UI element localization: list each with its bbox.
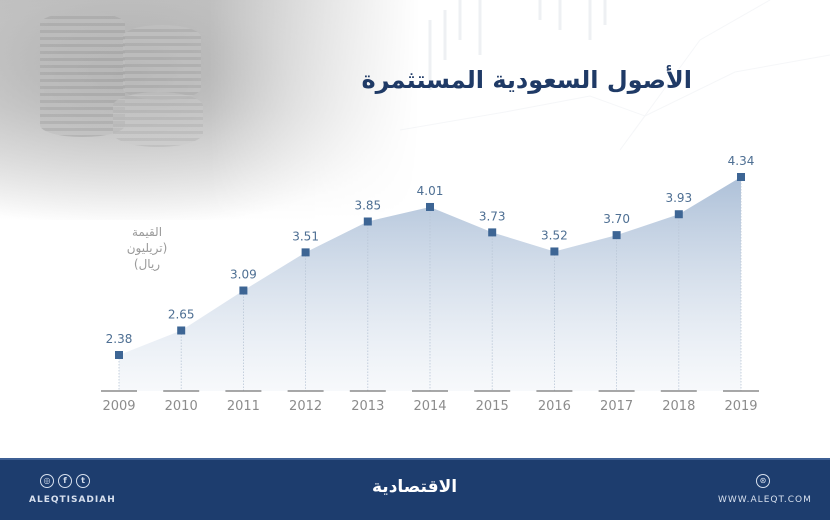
x-tick-label: 2017 xyxy=(600,399,633,414)
y-axis-unit-label: القيمة (تريليون ريال) xyxy=(112,224,182,272)
coin-stack-decoration xyxy=(40,12,125,137)
unit-label: القيمة xyxy=(131,225,163,239)
data-point-marker xyxy=(177,326,186,335)
data-value-label: 3.73 xyxy=(479,209,506,223)
x-tick-label: 2009 xyxy=(102,399,135,414)
website-link[interactable]: WWW.ALEQT.COM xyxy=(718,495,812,505)
brand-logo: الاقتصادية xyxy=(372,477,458,497)
unit-sublabel: (تريليون ريال) xyxy=(126,241,168,271)
instagram-icon[interactable]: ◎ xyxy=(40,474,54,488)
data-value-label: 3.93 xyxy=(665,191,692,205)
social-icons: ◎ f t xyxy=(40,474,90,488)
coin-stack-decoration xyxy=(113,92,203,147)
x-tick-label: 2019 xyxy=(724,399,757,414)
data-value-label: 3.51 xyxy=(292,229,319,243)
facebook-icon[interactable]: f xyxy=(58,474,72,488)
globe-icon: ⊛ xyxy=(756,474,770,488)
x-tick-label: 2018 xyxy=(662,399,695,414)
x-tick-label: 2014 xyxy=(413,399,446,414)
data-point-marker xyxy=(363,217,372,226)
x-tick-label: 2013 xyxy=(351,399,384,414)
data-point-marker xyxy=(239,286,248,295)
area-fill xyxy=(119,177,741,391)
data-value-label: 3.52 xyxy=(541,228,568,242)
data-point-marker xyxy=(115,351,123,359)
footer-bar: ◎ f t ALEQTISADIAH الاقتصادية ⊛ WWW.ALEQ… xyxy=(0,458,830,520)
data-point-marker xyxy=(612,231,621,240)
chart-title: الأصول السعودية المستثمرة xyxy=(361,66,692,94)
data-value-label: 4.34 xyxy=(728,154,755,168)
data-value-label: 3.85 xyxy=(354,199,381,213)
x-tick-label: 2015 xyxy=(476,399,509,414)
data-point-marker xyxy=(488,228,497,237)
data-point-marker xyxy=(301,248,310,257)
data-value-label: 2.65 xyxy=(168,307,195,321)
data-value-label: 2.38 xyxy=(106,332,133,346)
x-tick-label: 2010 xyxy=(165,399,198,414)
social-handle: ALEQTISADIAH xyxy=(29,495,116,505)
data-point-marker xyxy=(550,247,559,256)
x-tick-label: 2011 xyxy=(227,399,260,414)
coin-stack-decoration xyxy=(123,25,201,100)
data-value-label: 3.70 xyxy=(603,212,630,226)
area-chart: 2009 2010 2011 2012 2013 2014 2015 2016 2017 2018… xyxy=(101,154,759,414)
twitter-icon[interactable]: t xyxy=(76,474,90,488)
background-candlestick-decoration xyxy=(400,0,830,151)
x-tick-label: 2012 xyxy=(289,399,322,414)
data-value-label: 4.01 xyxy=(417,184,444,198)
data-value-label: 3.09 xyxy=(230,268,257,282)
data-point-marker xyxy=(737,173,745,181)
x-tick-label: 2016 xyxy=(538,399,571,414)
data-point-marker xyxy=(674,210,683,219)
data-point-marker xyxy=(426,202,434,211)
